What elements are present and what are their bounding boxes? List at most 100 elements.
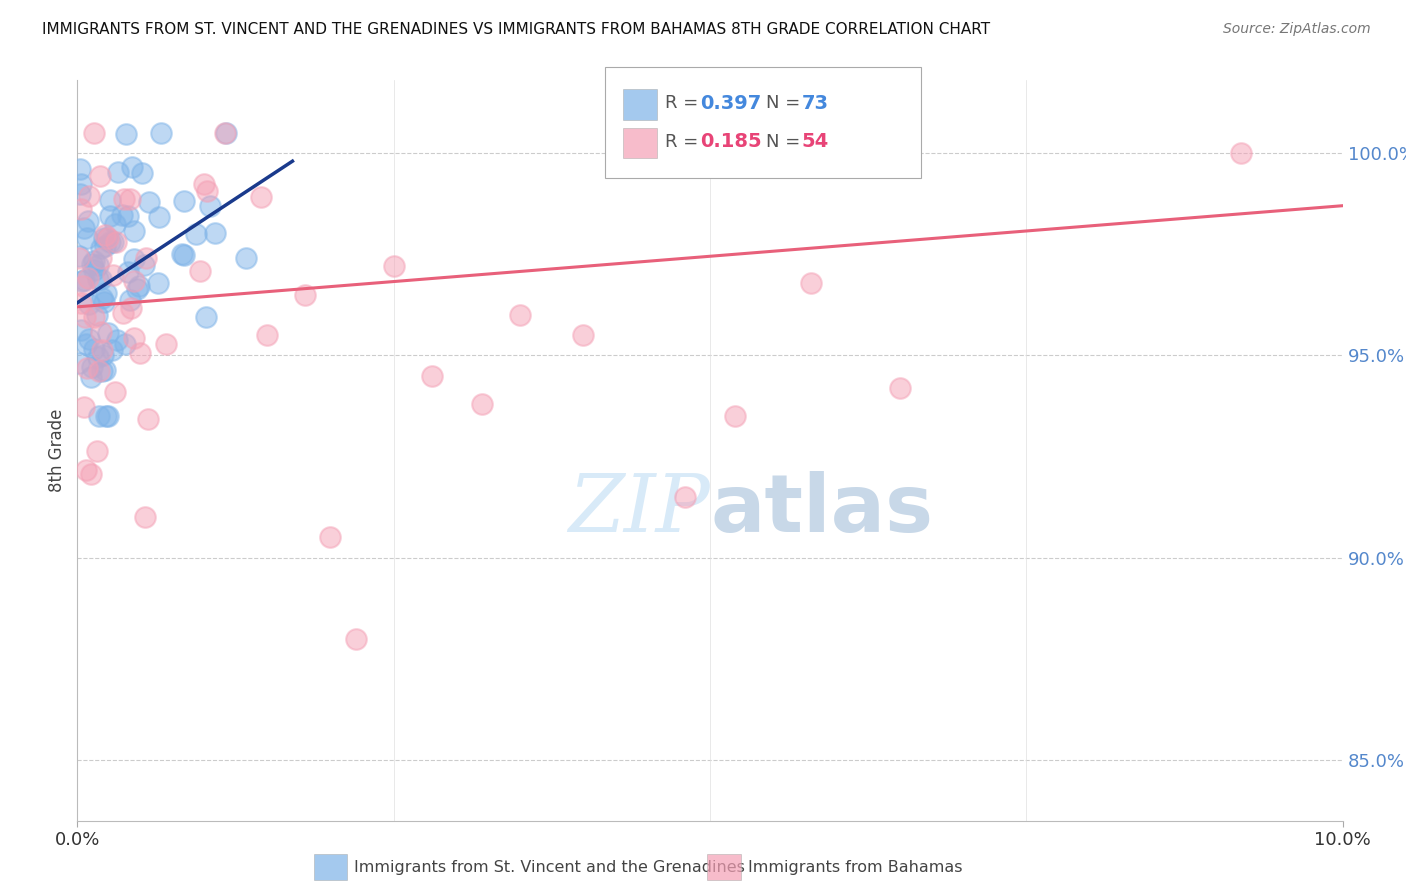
Point xyxy=(250,190,273,204)
Point xyxy=(87,258,110,272)
Point xyxy=(146,276,169,290)
Point xyxy=(155,337,177,351)
Point xyxy=(83,126,105,140)
Point xyxy=(93,231,115,245)
Point xyxy=(135,251,157,265)
Point xyxy=(122,331,145,345)
Point xyxy=(72,279,94,293)
Text: Immigrants from Bahamas: Immigrants from Bahamas xyxy=(748,860,963,874)
Point xyxy=(115,127,138,141)
Text: Immigrants from St. Vincent and the Grenadines: Immigrants from St. Vincent and the Gren… xyxy=(354,860,745,874)
Point xyxy=(75,337,97,351)
Point xyxy=(91,348,114,362)
Point xyxy=(889,381,911,395)
Point xyxy=(198,199,221,213)
Point xyxy=(86,272,108,286)
Point xyxy=(89,364,111,378)
Point xyxy=(97,326,120,340)
Point xyxy=(173,248,195,262)
Point xyxy=(75,310,97,325)
Point xyxy=(69,202,91,216)
Point xyxy=(98,209,121,223)
Point xyxy=(107,165,129,179)
Point xyxy=(93,239,115,253)
Text: N =: N = xyxy=(766,95,806,112)
Point xyxy=(70,274,93,288)
Point xyxy=(117,265,139,279)
Point xyxy=(93,294,115,309)
Point xyxy=(127,282,149,296)
Point xyxy=(294,287,316,301)
Point xyxy=(69,187,91,202)
Point xyxy=(70,178,93,192)
Point xyxy=(204,226,226,240)
Point xyxy=(101,235,124,249)
Point xyxy=(77,297,100,311)
Point xyxy=(572,328,595,343)
Point xyxy=(471,397,494,411)
Text: 0.185: 0.185 xyxy=(700,132,762,152)
Point xyxy=(105,333,128,347)
Point xyxy=(420,368,443,383)
Point xyxy=(73,400,96,414)
Point xyxy=(90,291,112,305)
Point xyxy=(120,192,142,206)
Point xyxy=(256,328,278,343)
Point xyxy=(193,177,215,191)
Text: 54: 54 xyxy=(801,132,828,152)
Point xyxy=(214,126,236,140)
Y-axis label: 8th Grade: 8th Grade xyxy=(48,409,66,492)
Point xyxy=(77,189,100,203)
Text: Source: ZipAtlas.com: Source: ZipAtlas.com xyxy=(1223,22,1371,37)
Point xyxy=(138,195,160,210)
Text: 73: 73 xyxy=(801,94,828,113)
Point xyxy=(129,346,152,360)
Point xyxy=(121,160,143,174)
Point xyxy=(800,276,823,290)
Point xyxy=(188,263,211,277)
Point xyxy=(98,193,121,207)
Point xyxy=(173,194,195,209)
Text: N =: N = xyxy=(766,133,806,151)
Point xyxy=(215,126,238,140)
Point xyxy=(136,411,159,425)
Point xyxy=(112,306,135,320)
Point xyxy=(120,301,142,316)
Text: atlas: atlas xyxy=(710,471,934,549)
Text: R =: R = xyxy=(665,133,704,151)
Point xyxy=(80,467,103,481)
Point xyxy=(90,343,112,358)
Point xyxy=(112,192,135,206)
Point xyxy=(89,169,111,184)
Point xyxy=(94,363,117,377)
Point xyxy=(131,166,153,180)
Point xyxy=(235,251,257,265)
Point xyxy=(134,258,156,272)
Point xyxy=(70,295,93,310)
Point xyxy=(94,409,117,423)
Point xyxy=(134,510,156,524)
Point xyxy=(149,127,172,141)
Point xyxy=(128,279,150,293)
Point xyxy=(73,273,96,287)
Point xyxy=(1230,146,1253,161)
Point xyxy=(382,260,405,274)
Point xyxy=(319,531,342,545)
Point xyxy=(111,208,134,222)
Point xyxy=(80,359,103,374)
Point xyxy=(103,385,125,400)
Point xyxy=(83,342,105,356)
Point xyxy=(104,217,127,231)
Point xyxy=(673,490,696,504)
Point xyxy=(75,462,97,476)
Point xyxy=(105,235,128,250)
Point xyxy=(724,409,747,423)
Text: R =: R = xyxy=(665,95,704,112)
Point xyxy=(69,162,91,177)
Point xyxy=(98,235,121,249)
Point xyxy=(77,332,100,346)
Point xyxy=(76,361,98,376)
Point xyxy=(91,364,114,378)
Point xyxy=(94,285,117,300)
Point xyxy=(82,257,104,271)
